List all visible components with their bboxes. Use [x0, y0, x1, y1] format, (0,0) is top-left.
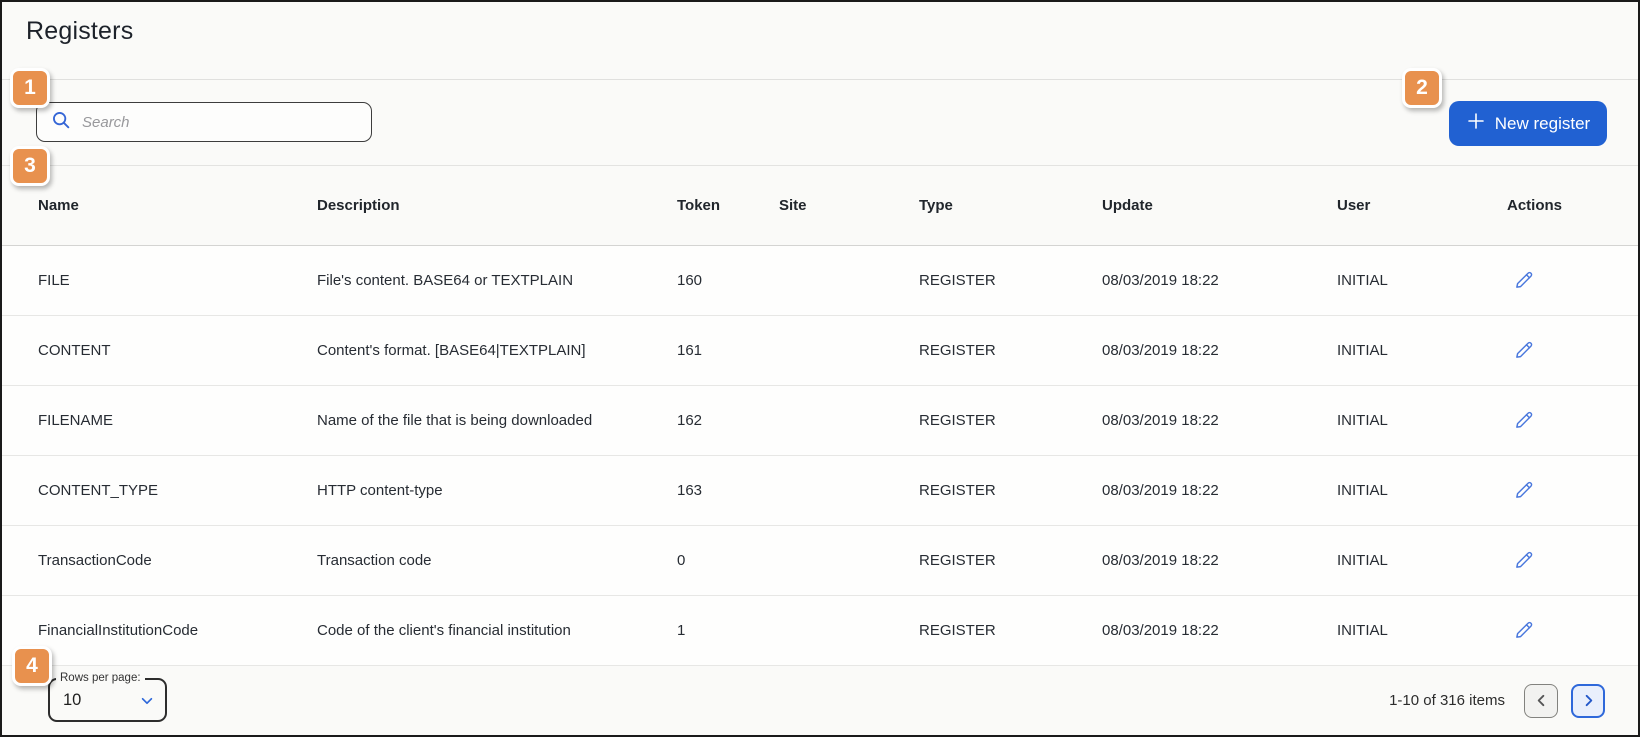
cell-token: 0: [677, 552, 686, 569]
cell-actions: [1507, 477, 1607, 505]
column-header-update: Update: [1102, 197, 1153, 214]
cell-name: FILE: [38, 272, 70, 289]
plus-icon: [1466, 111, 1486, 136]
cell-user: INITIAL: [1337, 272, 1388, 289]
cell-token: 162: [677, 412, 703, 429]
pagination-bar: Rows per page: 10 1-10 of 316 items: [2, 666, 1638, 735]
cell-actions: [1507, 547, 1607, 575]
cell-description: File's content. BASE64 or TEXTPLAIN: [317, 272, 574, 289]
table-row: FILENAME Name of the file that is being d…: [2, 386, 1638, 456]
rows-per-page-value: 10: [63, 691, 82, 709]
cell-token: 1: [677, 622, 686, 639]
cell-user: INITIAL: [1337, 482, 1388, 499]
column-header-actions: Actions: [1507, 197, 1563, 214]
search-box[interactable]: [36, 102, 372, 142]
cell-user: INITIAL: [1337, 622, 1388, 639]
rows-per-page-label: Rows per page:: [56, 672, 145, 684]
cell-name: CONTENT_TYPE: [38, 482, 159, 499]
cell-actions: [1507, 267, 1607, 295]
column-header-description: Description: [317, 197, 400, 214]
cell-description: Code of the client's financial instituti…: [317, 622, 571, 639]
cell-type: REGISTER: [919, 552, 996, 569]
edit-pencil-icon: [1513, 551, 1535, 574]
column-header-name: Name: [38, 197, 79, 214]
cell-token: 160: [677, 272, 703, 289]
cell-type: REGISTER: [919, 272, 996, 289]
edit-pencil-icon: [1513, 411, 1535, 434]
cell-name: CONTENT: [38, 342, 111, 359]
callout-badge-1: 1: [10, 68, 50, 108]
cell-type: REGISTER: [919, 622, 996, 639]
search-input[interactable]: [72, 113, 371, 131]
edit-register-button[interactable]: [1507, 267, 1541, 293]
cell-update: 08/03/2019 18:22: [1102, 482, 1219, 499]
table-row: CONTENT Content's format. [BASE64|TEXTPLA…: [2, 316, 1638, 386]
edit-register-button[interactable]: [1507, 547, 1541, 573]
edit-register-button[interactable]: [1507, 407, 1541, 433]
cell-name: FinancialInstitutionCode: [38, 622, 199, 639]
toolbar: New register: [2, 80, 1638, 165]
cell-type: REGISTER: [919, 482, 996, 499]
chevron-right-icon: [1581, 693, 1596, 708]
edit-pencil-icon: [1513, 621, 1535, 644]
cell-name: TransactionCode: [38, 552, 152, 569]
cell-name: FILENAME: [38, 412, 114, 429]
title-band: Registers: [2, 2, 1638, 80]
table-row: CONTENT_TYPE HTTP content-type 163 REGISTER…: [2, 456, 1638, 526]
cell-update: 08/03/2019 18:22: [1102, 412, 1219, 429]
cell-update: 08/03/2019 18:22: [1102, 622, 1219, 639]
cell-update: 08/03/2019 18:22: [1102, 272, 1219, 289]
edit-pencil-icon: [1513, 271, 1535, 294]
next-page-button[interactable]: [1571, 683, 1605, 718]
cell-actions: [1507, 617, 1607, 645]
items-range-text: 1-10 of 316 items: [1389, 692, 1505, 709]
search-icon: [50, 109, 72, 136]
chevron-down-icon: [140, 694, 154, 713]
rows-per-page-select[interactable]: Rows per page: 10: [48, 672, 167, 722]
cell-user: INITIAL: [1337, 552, 1388, 569]
cell-description: Transaction code: [317, 552, 432, 569]
table-row: FILE File's content. BASE64 or TEXTPLAIN 1…: [2, 246, 1638, 316]
cell-actions: [1507, 407, 1607, 435]
callout-badge-2: 2: [1402, 68, 1442, 108]
edit-pencil-icon: [1513, 481, 1535, 504]
table-row: TransactionCode Transaction code 0 REGISTER…: [2, 526, 1638, 596]
cell-type: REGISTER: [919, 342, 996, 359]
edit-register-button[interactable]: [1507, 617, 1541, 643]
table-row: FinancialInstitutionCode Code of the clie…: [2, 596, 1638, 666]
cell-actions: [1507, 337, 1607, 365]
cell-token: 161: [677, 342, 703, 359]
callout-badge-4: 4: [12, 646, 52, 686]
column-header-site: Site: [779, 197, 807, 214]
cell-update: 08/03/2019 18:22: [1102, 552, 1219, 569]
edit-pencil-icon: [1513, 341, 1535, 364]
table-body: FILE File's content. BASE64 or TEXTPLAIN 1…: [2, 246, 1638, 666]
column-header-token: Token: [677, 197, 721, 214]
cell-description: HTTP content-type: [317, 482, 443, 499]
cell-description: Name of the file that is being downloade…: [317, 412, 593, 429]
callout-badge-3: 3: [10, 146, 50, 186]
new-register-button-label: New register: [1494, 113, 1591, 133]
previous-page-button[interactable]: [1524, 683, 1558, 718]
column-header-user: User: [1337, 197, 1371, 214]
column-header-type: Type: [919, 197, 953, 214]
chevron-left-icon: [1534, 693, 1549, 708]
table-header-row: Name Description Token Site Type Update …: [2, 166, 1638, 246]
edit-register-button[interactable]: [1507, 477, 1541, 503]
registers-table: Name Description Token Site Type Update …: [2, 165, 1638, 666]
edit-register-button[interactable]: [1507, 337, 1541, 363]
pager: 1-10 of 316 items: [1389, 666, 1605, 735]
cell-user: INITIAL: [1337, 342, 1388, 359]
new-register-button[interactable]: New register: [1449, 101, 1607, 146]
cell-description: Content's format. [BASE64|TEXTPLAIN]: [317, 342, 586, 359]
page-title: Registers: [26, 17, 134, 45]
cell-token: 163: [677, 482, 703, 499]
cell-user: INITIAL: [1337, 412, 1388, 429]
cell-update: 08/03/2019 18:22: [1102, 342, 1219, 359]
cell-type: REGISTER: [919, 412, 996, 429]
